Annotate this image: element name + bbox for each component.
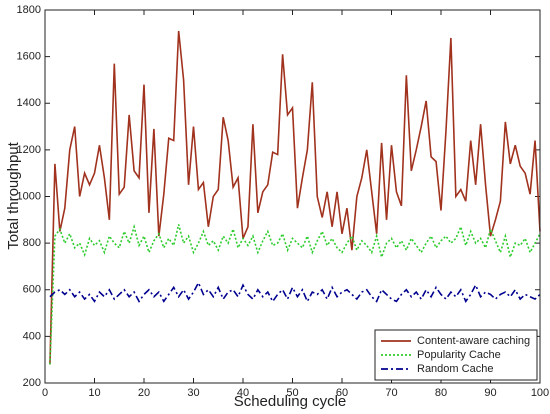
x-tick-label: 90 xyxy=(484,387,496,399)
x-tick-label: 70 xyxy=(385,387,397,399)
plot-frame xyxy=(44,9,541,384)
y-tick-label: 1600 xyxy=(17,51,41,63)
y-tick-label: 1400 xyxy=(17,97,41,109)
x-tick-label: 20 xyxy=(138,387,150,399)
legend-label: Popularity Cache xyxy=(417,349,501,361)
y-tick-label: 400 xyxy=(23,330,41,342)
x-tick-label: 10 xyxy=(88,387,100,399)
x-tick-label: 0 xyxy=(42,387,48,399)
legend-label: Random Cache xyxy=(417,363,493,375)
series-line xyxy=(49,280,541,304)
legend-label: Content-aware caching xyxy=(417,335,530,347)
y-tick-label: 1800 xyxy=(17,4,41,16)
x-tick-label: 60 xyxy=(336,387,348,399)
x-axis-label: Scheduling cycle xyxy=(234,393,347,410)
x-tick-label: 50 xyxy=(286,387,298,399)
y-tick-label: 800 xyxy=(23,237,41,249)
plot-area xyxy=(45,10,540,383)
x-tick-label: 100 xyxy=(531,387,549,399)
y-tick-label: 600 xyxy=(23,284,41,296)
y-axis-label: Total throughput xyxy=(5,141,22,249)
y-tick-label: 200 xyxy=(23,377,41,389)
x-tick-label: 40 xyxy=(237,387,249,399)
y-tick-label: 1200 xyxy=(17,144,41,156)
y-tick-label: 1000 xyxy=(17,190,41,202)
series-line xyxy=(49,30,541,365)
x-tick-label: 80 xyxy=(435,387,447,399)
x-tick-label: 30 xyxy=(187,387,199,399)
series-line xyxy=(49,223,541,365)
